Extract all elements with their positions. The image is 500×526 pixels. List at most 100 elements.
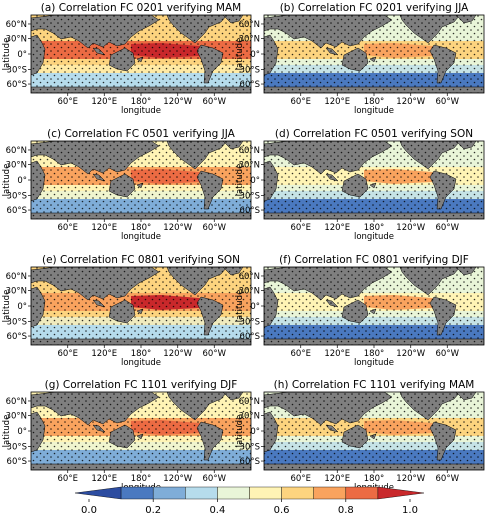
y-axis-label: latitude xyxy=(2,38,12,71)
significance-stipple xyxy=(264,267,484,345)
significance-stipple xyxy=(31,15,251,93)
y-axis-label: latitude xyxy=(235,38,245,71)
x-axis-label: longitude xyxy=(354,232,394,242)
lat-tick-label: 30°S xyxy=(7,192,27,202)
lat-tick-label: 60°N xyxy=(6,146,27,156)
lat-tick-label: 60°S xyxy=(240,206,260,216)
lat-tick-label: 30°S xyxy=(7,443,27,453)
colorbar-tick-label: 1.0 xyxy=(402,505,418,516)
map-panel: (g) Correlation FC 1101 verifying DJF 60°… xyxy=(2,379,252,493)
lon-tick-label: 60°E xyxy=(291,349,311,359)
significance-stipple xyxy=(31,267,251,345)
lon-tick-label: 60°E xyxy=(291,223,311,233)
lon-tick-label: 180° xyxy=(364,97,384,107)
lon-tick-label: 120°W xyxy=(396,97,425,107)
significance-stipple xyxy=(31,141,251,219)
lon-tick-label: 120°E xyxy=(324,349,350,359)
panel-title: (b) Correlation FC 0201 verifying JJA xyxy=(280,2,469,14)
lon-tick-label: 60°W xyxy=(203,97,227,107)
lon-tick-label: 60°E xyxy=(291,474,311,484)
lon-tick-label: 120°E xyxy=(324,474,350,484)
colorbar-segment xyxy=(120,486,154,500)
lat-tick-label: 60°N xyxy=(239,272,260,282)
lat-tick-label: 30°S xyxy=(240,318,260,328)
lon-tick-label: 60°W xyxy=(203,223,227,233)
y-axis-label: latitude xyxy=(235,290,245,323)
lat-tick-label: 60°S xyxy=(7,206,27,216)
y-axis-label: latitude xyxy=(2,164,12,197)
lon-tick-label: 60°W xyxy=(203,349,227,359)
lon-tick-label: 120°E xyxy=(91,349,117,359)
panel-title: (a) Correlation FC 0201 verifying MAM xyxy=(41,2,241,14)
colorbar-tick-label: 0.2 xyxy=(145,505,161,516)
lat-tick-label: 0° xyxy=(250,427,260,437)
panel-title: (c) Correlation FC 0501 verifying JJA xyxy=(47,128,236,140)
lon-tick-label: 180° xyxy=(131,97,151,107)
lon-tick-label: 180° xyxy=(364,349,384,359)
map-panel: (e) Correlation FC 0801 verifying SON 60°… xyxy=(2,254,252,368)
y-axis-label: latitude xyxy=(235,164,245,197)
lat-tick-label: 0° xyxy=(250,302,260,312)
lon-tick-label: 180° xyxy=(364,223,384,233)
lon-tick-label: 120°E xyxy=(91,474,117,484)
significance-stipple xyxy=(31,392,251,470)
map-panel: (f) Correlation FC 0801 verifying DJF 60°… xyxy=(235,254,485,368)
lon-tick-label: 120°E xyxy=(91,223,117,233)
lon-tick-label: 120°E xyxy=(324,97,350,107)
panel-title: (d) Correlation FC 0501 verifying SON xyxy=(275,128,473,140)
lon-tick-label: 60°W xyxy=(436,223,460,233)
lat-tick-label: 60°S xyxy=(240,80,260,90)
lat-tick-label: 30°S xyxy=(240,443,260,453)
x-axis-label: longitude xyxy=(121,232,161,242)
map-panel: (c) Correlation FC 0501 verifying JJA 60°… xyxy=(2,128,252,242)
x-axis-label: longitude xyxy=(354,358,394,368)
map-panel: (d) Correlation FC 0501 verifying SON 60°… xyxy=(235,128,485,242)
lon-tick-label: 60°W xyxy=(436,97,460,107)
lat-tick-label: 60°N xyxy=(6,397,27,407)
lat-tick-label: 60°N xyxy=(239,397,260,407)
lon-tick-label: 120°W xyxy=(396,223,425,233)
map-panel: (b) Correlation FC 0201 verifying JJA 60°… xyxy=(235,2,485,116)
panel-title: (h) Correlation FC 1101 verifying MAM xyxy=(274,379,475,391)
lon-tick-label: 180° xyxy=(131,474,151,484)
colorbar-segment xyxy=(217,486,250,500)
colorbar-segment xyxy=(185,486,218,500)
colorbar-segment xyxy=(313,486,346,500)
lat-tick-label: 60°N xyxy=(239,20,260,30)
significance-stipple xyxy=(264,392,484,470)
lon-tick-label: 120°W xyxy=(396,349,425,359)
colorbar-segment xyxy=(249,486,282,500)
lon-tick-label: 60°E xyxy=(58,349,78,359)
lon-tick-label: 120°E xyxy=(324,223,350,233)
lon-tick-label: 60°E xyxy=(58,97,78,107)
lon-tick-label: 60°E xyxy=(58,223,78,233)
lat-tick-label: 0° xyxy=(17,50,27,60)
colorbar-segment xyxy=(377,486,425,500)
colorbar-segment xyxy=(74,486,122,500)
y-axis-label: latitude xyxy=(2,290,12,323)
y-axis-label: latitude xyxy=(2,415,12,448)
colorbar: 0.0 0.2 0.4 0.6 0.8 1.0 xyxy=(74,486,425,516)
panel-title: (f) Correlation FC 0801 verifying DJF xyxy=(279,254,469,266)
lat-tick-label: 30°N xyxy=(6,34,27,44)
lat-tick-label: 30°S xyxy=(240,66,260,76)
lon-tick-label: 120°E xyxy=(91,97,117,107)
lon-tick-label: 120°W xyxy=(163,474,192,484)
colorbar-tick-label: 0.0 xyxy=(81,505,97,516)
significance-stipple xyxy=(264,15,484,93)
colorbar-segment xyxy=(153,486,186,500)
lat-tick-label: 30°S xyxy=(240,192,260,202)
lon-tick-label: 180° xyxy=(131,349,151,359)
x-axis-label: longitude xyxy=(354,106,394,116)
lat-tick-label: 60°S xyxy=(7,332,27,342)
lon-tick-label: 60°W xyxy=(203,474,227,484)
lat-tick-label: 30°N xyxy=(239,160,260,170)
lon-tick-label: 60°W xyxy=(436,474,460,484)
lat-tick-label: 30°S xyxy=(7,66,27,76)
lat-tick-label: 30°N xyxy=(6,286,27,296)
x-axis-label: longitude xyxy=(121,358,161,368)
lon-tick-label: 120°W xyxy=(163,97,192,107)
colorbar-tick-label: 0.6 xyxy=(274,505,290,516)
colorbar-tick-label: 0.8 xyxy=(338,505,354,516)
